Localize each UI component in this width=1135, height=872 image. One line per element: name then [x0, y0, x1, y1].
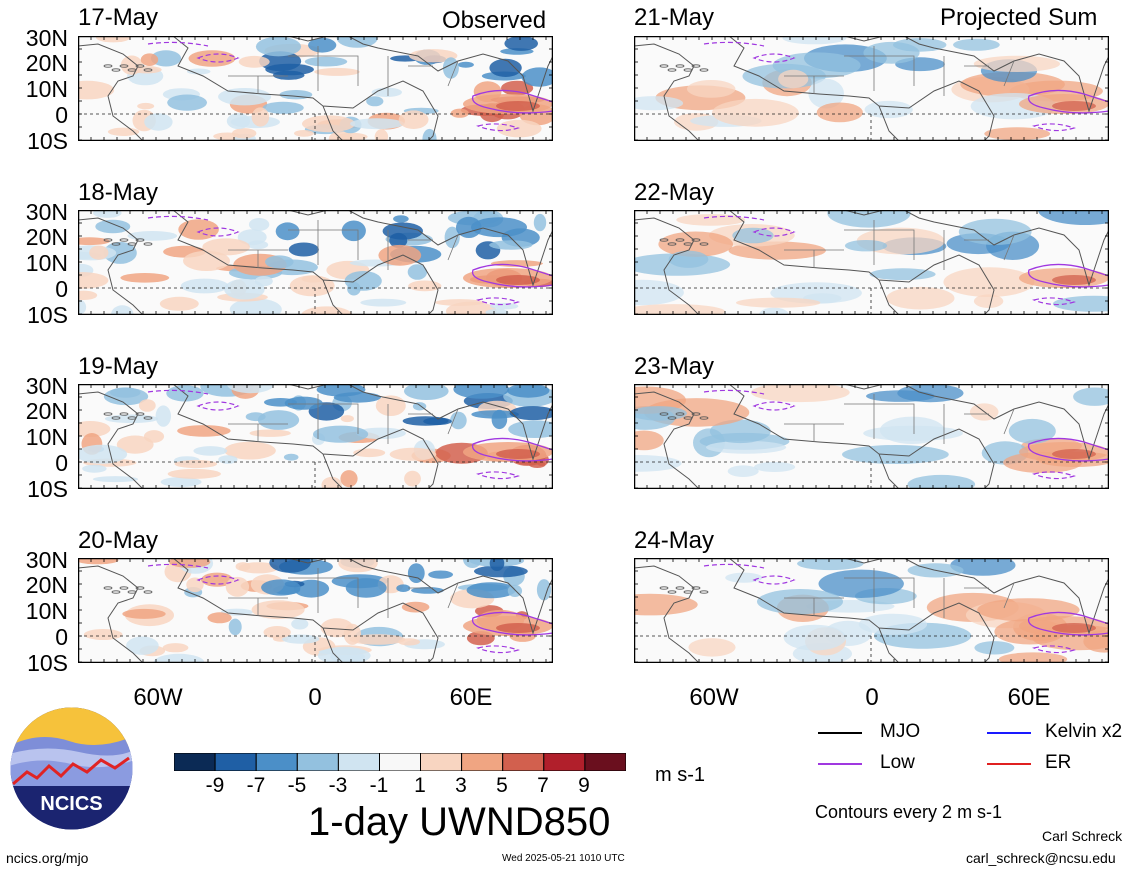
panel-date: 24-May	[634, 527, 715, 554]
map-panel-observed	[78, 36, 553, 141]
lat-label: 10N	[25, 424, 68, 450]
colorbar-tick: 5	[496, 774, 508, 797]
colorbar-tick: -7	[246, 774, 266, 797]
panel-date: 18-May	[78, 179, 159, 206]
map-panel-projected	[634, 384, 1109, 489]
colorbar-box	[296, 752, 339, 772]
lat-label: 10S	[27, 650, 68, 676]
legend-label-low: Low	[880, 752, 915, 773]
lat-label: 30N	[25, 199, 68, 225]
lon-label: 60E	[449, 684, 493, 711]
lat-label: 0	[55, 276, 68, 302]
lat-label: 30N	[25, 547, 68, 573]
logo-text: NCICS	[40, 793, 102, 815]
lat-label: 30N	[25, 25, 68, 51]
lat-label: 0	[55, 102, 68, 128]
colorbar-box	[502, 752, 545, 772]
footer-author: Carl Schreck	[1042, 828, 1123, 844]
colorbar-tick: -9	[205, 774, 225, 797]
map-panel-observed	[78, 384, 553, 489]
panel-date: 22-May	[634, 179, 715, 206]
ncics-logo: NCICS	[9, 706, 134, 831]
lat-label: 20N	[25, 224, 68, 250]
panel-date: 20-May	[78, 527, 159, 554]
observed-label: Observed	[442, 7, 547, 34]
legend-label-er: ER	[1045, 752, 1072, 773]
map-panel-observed	[78, 558, 553, 663]
projected-label: Projected Sum	[940, 4, 1098, 31]
lat-label: 10S	[27, 128, 68, 154]
colorbar-box	[584, 752, 627, 772]
lon-label: 60E	[1007, 684, 1051, 711]
chart-title: 1-day UWND850	[308, 800, 611, 844]
footer-timestamp: Wed 2025-05-21 1010 UTC	[502, 853, 625, 864]
colorbar-box	[379, 752, 422, 772]
lon-label: 0	[865, 684, 879, 711]
lon-label: 0	[308, 684, 322, 711]
panel-date: 17-May	[78, 4, 159, 31]
panel-date: 23-May	[634, 353, 715, 380]
colorbar-tick: -1	[369, 774, 389, 797]
lat-label: 20N	[25, 398, 68, 424]
map-panel-projected	[634, 36, 1109, 141]
colorbar-tick: 3	[455, 774, 467, 797]
lat-label: 0	[55, 450, 68, 476]
panel-date: 19-May	[78, 353, 159, 380]
colorbar-box	[255, 752, 298, 772]
legend-line-low	[818, 763, 862, 765]
lat-label: 20N	[25, 572, 68, 598]
footer-email: carl_schreck@ncsu.edu	[966, 850, 1116, 866]
colorbar-tick: -3	[328, 774, 348, 797]
map-panel-projected	[634, 558, 1109, 663]
colorbar-tick: 7	[537, 774, 549, 797]
lat-label: 10S	[27, 476, 68, 502]
legend-line-mjo	[818, 732, 862, 734]
colorbar	[173, 752, 627, 772]
lon-label: 60W	[689, 684, 739, 711]
lat-label: 30N	[25, 373, 68, 399]
lat-label: 10N	[25, 598, 68, 624]
lon-label: 60W	[133, 684, 183, 711]
footer-url: ncics.org/mjo	[6, 850, 89, 866]
lat-label: 10S	[27, 302, 68, 328]
colorbar-box	[461, 752, 504, 772]
colorbar-units: m s-1	[655, 764, 705, 786]
colorbar-tick: 1	[414, 774, 426, 797]
colorbar-box	[420, 752, 463, 772]
lat-label: 20N	[25, 50, 68, 76]
legend-line-kelvin	[987, 732, 1031, 734]
colorbar-tick: -5	[287, 774, 307, 797]
map-panel-projected	[634, 210, 1109, 315]
lat-label: 10N	[25, 250, 68, 276]
colorbar-box	[173, 752, 216, 772]
lat-label: 10N	[25, 76, 68, 102]
legend-line-er	[987, 763, 1031, 765]
colorbar-box	[543, 752, 586, 772]
colorbar-tick: 9	[578, 774, 590, 797]
colorbar-box	[214, 752, 257, 772]
legend-label-kelvin: Kelvin x2	[1045, 721, 1123, 742]
legend-label-mjo: MJO	[880, 721, 921, 742]
map-panel-observed	[78, 210, 553, 315]
panel-date: 21-May	[634, 4, 715, 31]
lat-label: 0	[55, 624, 68, 650]
colorbar-box	[337, 752, 380, 772]
contour-note: Contours every 2 m s-1	[815, 802, 1003, 822]
